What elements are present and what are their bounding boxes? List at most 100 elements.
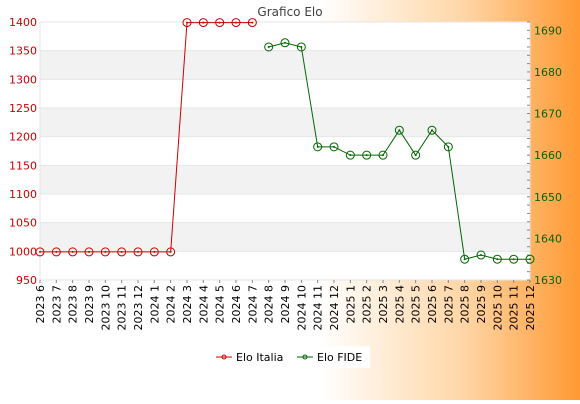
data-point-center-elo-italia: [235, 21, 237, 24]
x-tick-label: 2023 9: [83, 285, 96, 324]
x-tick-label: 2024 12: [328, 285, 341, 331]
x-tick-label: 2025 5: [410, 285, 423, 324]
data-point-center-elo-fide: [267, 45, 270, 48]
grid-band: [40, 165, 530, 194]
x-tick-label: 2024 10: [295, 285, 308, 331]
grid-band: [40, 50, 530, 80]
x-tick-label: 2024 4: [197, 285, 210, 324]
data-point-elo-fide: [476, 250, 486, 260]
data-point-elo-fide: [362, 150, 372, 160]
data-point-center-elo-italia: [137, 250, 139, 253]
x-tick-label: 2025 2: [361, 285, 374, 324]
data-point-center-elo-fide: [414, 154, 417, 157]
data-point-center-elo-fide: [398, 129, 401, 132]
series-layer: [35, 18, 535, 264]
data-point-elo-fide: [378, 150, 388, 160]
x-tick-label: 2025 12: [524, 285, 537, 331]
series-line-elo-italia: [40, 22, 253, 253]
data-point-elo-italia: [166, 247, 176, 257]
data-point-center-elo-fide: [382, 154, 384, 157]
data-point-elo-italia: [35, 247, 45, 257]
data-point-elo-italia: [231, 18, 241, 28]
grid-bands: [40, 50, 530, 252]
data-point-center-elo-italia: [88, 250, 90, 253]
data-point-center-elo-italia: [186, 21, 188, 24]
data-point-elo-fide: [280, 38, 290, 48]
data-point-elo-fide: [411, 150, 421, 160]
y-axis-right: 1630 1640 1650 1660 1670 1680 1690: [527, 21, 562, 287]
data-point-elo-italia: [117, 247, 127, 257]
data-point-elo-fide: [313, 142, 323, 152]
legend: Elo Italia Elo FIDE: [210, 346, 370, 368]
data-point-elo-fide: [296, 42, 306, 52]
data-point-elo-italia: [215, 18, 225, 28]
x-tick-label: 2024 1: [148, 285, 161, 324]
data-point-elo-italia: [84, 247, 94, 257]
x-tick-label: 2023 7: [50, 285, 63, 324]
data-point-center-elo-fide: [349, 154, 352, 157]
x-tick-label: 2025 10: [491, 285, 504, 331]
data-point-center-elo-fide: [300, 45, 303, 48]
data-point-center-elo-fide: [284, 41, 286, 44]
y-left-tick-label: 1250: [9, 102, 37, 115]
data-point-elo-italia: [149, 247, 159, 257]
x-axis: 2023 6 2023 7 2023 8 2023 9 2023 10 2023 11 20…: [34, 280, 537, 331]
x-tick-label: 2024 3: [181, 285, 194, 324]
data-point-center-elo-italia: [120, 250, 123, 253]
legend-label-elo-fide: Elo FIDE: [317, 351, 362, 364]
data-point-elo-italia: [100, 247, 110, 257]
data-point-center-elo-fide: [333, 145, 335, 148]
x-tick-label: 2025 9: [475, 285, 488, 324]
grid-band: [40, 222, 530, 252]
data-point-elo-fide: [525, 254, 535, 264]
data-point-center-elo-italia: [55, 250, 58, 253]
x-tick-label: 2023 6: [34, 285, 47, 324]
x-tick-label: 2025 1: [344, 285, 357, 324]
x-tick-label: 2025 6: [426, 285, 439, 324]
y-left-tick-label: 1200: [9, 131, 37, 144]
data-point-elo-fide: [427, 125, 437, 135]
data-point-center-elo-fide: [365, 154, 368, 157]
data-point-elo-fide: [394, 125, 404, 135]
data-point-center-elo-fide: [529, 258, 531, 261]
x-tick-label: 2023 11: [116, 285, 129, 331]
x-tick-label: 2023 8: [67, 285, 80, 324]
y-left-tick-label: 1400: [9, 16, 37, 29]
y-axis-left: 950 1000 1050 1100 1150 1200 1250 1300 1350 1400: [9, 16, 37, 287]
data-point-elo-fide: [460, 254, 470, 264]
x-tick-label: 2024 8: [263, 285, 276, 324]
data-point-center-elo-italia: [39, 250, 41, 253]
legend-marker-elo-italia: [221, 354, 227, 360]
data-point-elo-fide: [329, 142, 339, 152]
data-point-center-elo-fide: [431, 129, 433, 132]
y-right-tick-label: 1690: [534, 24, 562, 37]
y-left-tick-label: 950: [16, 274, 37, 287]
data-point-elo-italia: [198, 18, 208, 28]
y-left-tick-label: 1100: [9, 188, 37, 201]
y-right-tick-label: 1660: [534, 149, 562, 162]
y-left-tick-label: 1300: [9, 73, 37, 86]
data-point-center-elo-fide: [496, 258, 499, 261]
data-point-center-elo-italia: [71, 250, 74, 253]
x-tick-label: 2025 4: [393, 285, 406, 324]
data-point-center-elo-fide: [512, 258, 515, 261]
data-point-center-elo-italia: [104, 250, 107, 253]
data-point-elo-fide: [345, 150, 355, 160]
data-point-elo-fide: [443, 142, 453, 152]
x-tick-label: 2024 5: [214, 285, 227, 324]
data-point-center-elo-italia: [202, 21, 205, 24]
data-point-elo-fide: [492, 254, 502, 264]
x-tick-label: 2025 3: [377, 285, 390, 324]
data-point-elo-italia: [51, 247, 61, 257]
y-left-tick-label: 1350: [9, 45, 37, 58]
data-point-center-elo-italia: [218, 21, 221, 24]
data-point-elo-italia: [68, 247, 78, 257]
data-point-center-elo-fide: [316, 145, 319, 148]
x-tick-label: 2023 12: [132, 285, 145, 331]
grid-band: [40, 108, 530, 137]
legend-marker-elo-fide: [302, 354, 308, 360]
data-point-elo-fide: [509, 254, 519, 264]
data-point-elo-fide: [264, 42, 274, 52]
